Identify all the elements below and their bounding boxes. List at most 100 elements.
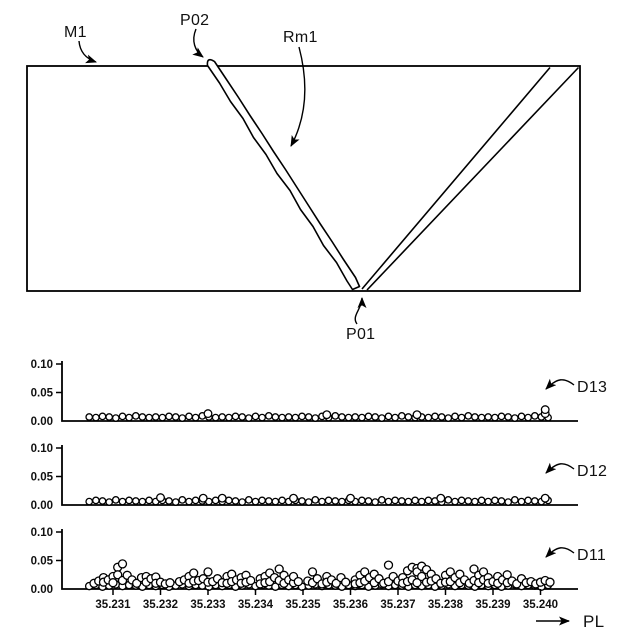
y-tick-label: 0.10 <box>31 359 53 371</box>
data-point <box>424 496 433 505</box>
data-point <box>322 410 332 420</box>
data-point <box>510 414 519 422</box>
data-point <box>364 412 373 421</box>
data-point <box>105 413 114 421</box>
data-point <box>358 496 366 505</box>
data-point <box>331 497 340 505</box>
data-point <box>477 413 486 422</box>
data-point <box>244 414 253 422</box>
x-tick-label: 35.237 <box>380 599 415 611</box>
data-point <box>464 412 473 420</box>
x-tick-label: 35.234 <box>238 599 274 611</box>
data-point <box>298 497 306 505</box>
data-point <box>105 498 114 506</box>
data-point <box>436 493 446 503</box>
data-point <box>264 497 273 505</box>
data-point <box>404 497 413 506</box>
data-point <box>264 412 273 420</box>
rm1-leader-arrow <box>290 46 306 147</box>
data-point <box>377 414 386 422</box>
x-tick-label: 35.232 <box>143 599 178 611</box>
data-point <box>411 496 419 505</box>
data-point <box>171 413 180 421</box>
data-point <box>158 413 167 422</box>
x-tick-label: 35.236 <box>333 599 368 611</box>
y-tick-label: 0.10 <box>31 443 53 455</box>
data-point <box>131 412 140 420</box>
data-point <box>118 412 127 421</box>
data-point <box>131 497 140 505</box>
data-point <box>497 412 506 421</box>
material-block <box>26 65 581 292</box>
data-point <box>331 412 340 420</box>
data-point <box>111 414 120 422</box>
d11-leader-arrow <box>545 546 575 558</box>
data-point <box>517 412 526 421</box>
charts: 0.00 0.05 0.10 0.00 0.05 0.10 0.00 0.05 0.10 35.2… <box>31 359 578 611</box>
y-tick-label: 0.05 <box>31 388 54 400</box>
data-point <box>191 496 200 505</box>
data-point <box>217 493 227 503</box>
data-point <box>451 412 459 421</box>
data-point <box>311 414 320 422</box>
data-point <box>171 498 180 506</box>
data-point <box>484 497 493 506</box>
data-point <box>289 493 298 503</box>
data-point <box>307 567 318 577</box>
data-point <box>491 413 499 422</box>
x-tick-label: 35.238 <box>428 599 464 611</box>
data-point <box>108 578 118 588</box>
data-point <box>530 412 539 420</box>
data-point <box>238 498 247 506</box>
data-point <box>138 497 147 506</box>
x-tick-label: 35.233 <box>190 599 225 611</box>
data-point <box>98 412 107 421</box>
data-point <box>231 497 240 505</box>
data-point <box>517 497 526 506</box>
data-point <box>98 497 107 505</box>
chart-D11: 0.00 0.05 0.10 35.231 35.232 35.233 35.234 35.2… <box>31 527 578 611</box>
data-point <box>324 496 333 505</box>
p02-leader-arrow <box>192 28 204 58</box>
data-point <box>391 413 399 422</box>
label-d11: D11 <box>577 547 606 564</box>
chart-D13: 0.00 0.05 0.10 <box>31 359 578 428</box>
data-point <box>271 497 280 506</box>
data-point <box>231 412 240 421</box>
label-m1: M1 <box>64 24 87 41</box>
data-point <box>412 578 422 588</box>
data-point <box>377 496 386 504</box>
data-point <box>504 413 513 421</box>
data-point <box>444 414 453 422</box>
data-point <box>203 567 213 577</box>
data-point <box>477 496 486 505</box>
data-point <box>258 413 266 422</box>
data-point <box>85 413 94 421</box>
data-point <box>251 497 260 506</box>
data-point <box>471 413 479 421</box>
data-point <box>138 413 147 421</box>
data-point <box>251 412 260 421</box>
data-point <box>118 497 127 506</box>
data-point <box>383 560 394 570</box>
data-point <box>151 413 160 421</box>
data-point <box>464 497 473 505</box>
data-point <box>284 413 293 421</box>
label-p02: P02 <box>180 12 209 29</box>
data-point <box>412 410 422 420</box>
data-point <box>165 578 175 588</box>
data-point <box>145 413 153 422</box>
data-point <box>341 577 351 587</box>
y-tick-label: 0.00 <box>31 500 53 512</box>
label-d13: D13 <box>577 379 607 396</box>
data-point <box>291 413 300 422</box>
data-point <box>351 413 360 421</box>
data-point <box>491 496 499 505</box>
data-point <box>304 498 313 506</box>
chart-D12: 0.00 0.05 0.10 <box>31 443 578 512</box>
data-point <box>178 414 187 422</box>
specimen-diagram: M1 P02 Rm1 P01 <box>26 12 581 343</box>
data-point <box>198 493 208 503</box>
